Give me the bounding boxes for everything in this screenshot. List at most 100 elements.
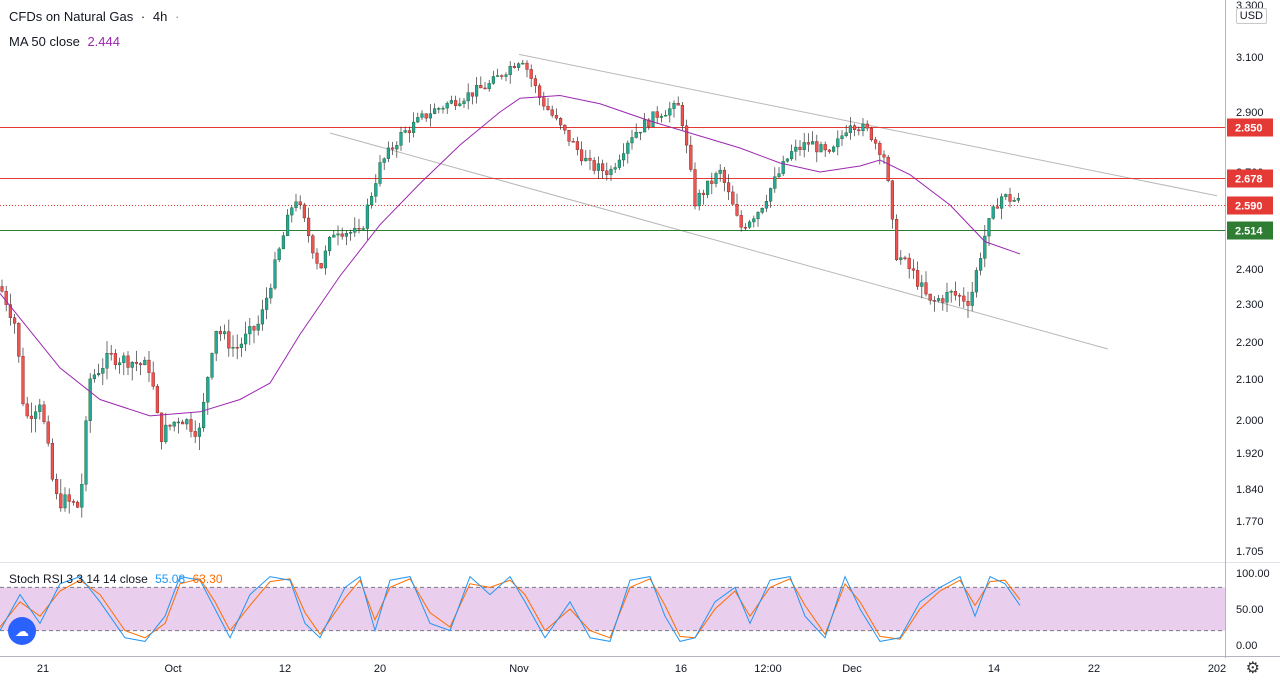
candle-body <box>46 421 50 444</box>
time-tick-label: 12 <box>279 663 291 675</box>
candle-body <box>802 142 806 150</box>
candle-body <box>584 157 588 162</box>
candle-body <box>29 415 33 419</box>
candle-body <box>420 113 424 118</box>
time-tick-label: 16 <box>675 663 687 675</box>
candle-body <box>290 207 294 216</box>
candle-body <box>55 479 59 494</box>
candle-body <box>739 215 743 228</box>
chart-legend: CFDs on Natural Gas · 4h · <box>9 9 183 24</box>
candle-body <box>159 412 164 442</box>
candle-body <box>966 301 970 306</box>
price-tick-label: 2.100 <box>1236 374 1264 386</box>
candle-body <box>399 132 403 146</box>
candle-body <box>571 141 575 143</box>
candle-body <box>353 227 357 233</box>
candle-body <box>147 359 151 373</box>
candle-body <box>311 235 315 254</box>
price-tick-label: 1.840 <box>1236 484 1264 496</box>
candle-body <box>743 227 747 229</box>
candle-body <box>580 149 584 162</box>
candle-body <box>890 180 894 220</box>
candle-body <box>412 121 416 133</box>
candle-body <box>945 291 949 303</box>
candle-body <box>991 206 995 219</box>
candle-body <box>344 232 348 237</box>
gear-icon[interactable]: ⚙ <box>1245 660 1260 677</box>
candle-body <box>168 424 172 427</box>
candle-body <box>865 123 869 129</box>
price-tick-label: 1.920 <box>1236 448 1264 460</box>
price-tick-label: 2.000 <box>1236 415 1264 427</box>
candle-body <box>449 100 453 104</box>
candle-body <box>949 291 953 293</box>
candle-body <box>496 75 500 77</box>
candle-body <box>626 142 630 154</box>
candle-body <box>122 355 126 363</box>
level-price-label: 2.514 <box>1235 226 1263 238</box>
price-tick-label: 1.770 <box>1236 516 1264 528</box>
candle-body <box>588 157 592 161</box>
price-tick-label: 2.300 <box>1236 299 1264 311</box>
candle-body <box>319 263 323 269</box>
candle-body <box>727 182 731 193</box>
price-tick-label: 3.100 <box>1236 52 1264 64</box>
candle-body <box>617 159 621 168</box>
candle-body <box>1000 196 1004 209</box>
candle-body <box>454 100 458 106</box>
candle-body <box>185 419 189 425</box>
candle-body <box>332 234 336 238</box>
candle-body <box>475 84 479 97</box>
candle-body <box>109 352 113 355</box>
candle-body <box>756 212 760 219</box>
candle-body <box>777 173 781 177</box>
candle-body <box>685 125 689 146</box>
candle-body <box>521 62 525 65</box>
candle-body <box>840 135 844 140</box>
level-price-tag <box>1227 221 1273 240</box>
candle-body <box>861 123 865 132</box>
candle-body <box>164 424 168 442</box>
candle-body <box>277 248 281 260</box>
candle-body <box>193 431 197 437</box>
interval-label: 4h <box>152 9 168 24</box>
candle-body <box>878 142 882 155</box>
candle-body <box>605 170 609 175</box>
candle-body <box>932 300 936 302</box>
candle-body <box>525 62 529 70</box>
candle-body <box>550 109 554 116</box>
candle-body <box>273 259 277 289</box>
time-tick-label: 202 <box>1208 663 1226 675</box>
candle-body <box>638 131 642 134</box>
candle-body <box>96 373 101 376</box>
candle-body <box>941 298 945 303</box>
price-tick-label: 2.400 <box>1236 264 1264 276</box>
candle-body <box>248 326 252 335</box>
candle-body <box>315 252 319 264</box>
candle-body <box>517 63 521 68</box>
candle-body <box>378 162 382 184</box>
price-tick-label: 2.200 <box>1236 337 1264 349</box>
candle-body <box>806 142 810 145</box>
candle-body <box>848 125 852 133</box>
stoch-legend: Stoch RSI 3 3 14 14 close 55.08 63.30 <box>9 572 227 586</box>
candle-body <box>50 443 54 480</box>
candle-body <box>869 127 873 140</box>
candle-body <box>937 298 941 301</box>
candle-body <box>143 359 147 366</box>
candle-body <box>886 156 890 181</box>
stoch-k-line <box>0 575 1021 642</box>
ma-value: 2.444 <box>87 34 120 49</box>
stoch-band <box>0 587 1225 631</box>
candle-body <box>752 218 756 223</box>
candle-body <box>1008 194 1012 202</box>
candle-body <box>760 207 764 213</box>
tradingview-logo-icon[interactable]: ☁ <box>8 617 36 645</box>
candle-body <box>928 293 932 301</box>
stoch-tick-label: 0.00 <box>1236 640 1257 652</box>
currency-badge[interactable]: USD <box>1235 8 1267 24</box>
candle-body <box>416 117 420 123</box>
candle-body <box>911 268 915 271</box>
candle-body <box>386 147 390 159</box>
